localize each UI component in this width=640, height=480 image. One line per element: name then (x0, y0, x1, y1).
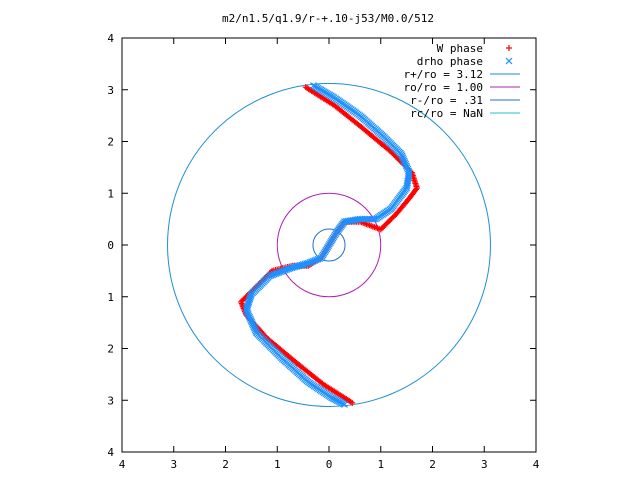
x-tick-label: 1 (274, 458, 281, 471)
x-tick-label: 2 (429, 458, 436, 471)
legend-label: r-/ro = .31 (410, 94, 483, 107)
y-tick-label: 1 (107, 291, 114, 304)
x-tick-label: 4 (119, 458, 126, 471)
y-tick-label: 2 (107, 343, 114, 356)
legend-label: r+/ro = 3.12 (404, 68, 483, 81)
data-series (238, 82, 420, 408)
x-tick-label: 2 (222, 458, 229, 471)
y-tick-label: 3 (107, 394, 114, 407)
chart-title: m2/n1.5/q1.9/r-+.10-j53/M0.0/512 (222, 12, 434, 25)
x-tick-label: 4 (533, 458, 540, 471)
x-tick-label: 0 (326, 458, 333, 471)
y-tick-label: 0 (107, 239, 114, 252)
x-tick-label: 1 (377, 458, 384, 471)
y-tick-label: 2 (107, 136, 114, 149)
y-tick-label: 3 (107, 84, 114, 97)
legend-label: W phase (437, 42, 483, 55)
legend-marker (506, 45, 512, 51)
legend-label: rc/ro = NaN (410, 107, 483, 120)
legend-label: ro/ro = 1.00 (404, 81, 483, 94)
data-point (349, 399, 356, 406)
data-point (341, 400, 348, 408)
reference-circle (276, 192, 382, 298)
reference-circle (312, 228, 346, 262)
legend-label: drho phase (417, 55, 483, 68)
x-tick-label: 3 (170, 458, 177, 471)
reference-circle (167, 83, 491, 407)
reference-circles (167, 83, 491, 407)
y-tick-label: 1 (107, 187, 114, 200)
y-tick-label: 4 (107, 32, 114, 45)
x-tick-label: 3 (481, 458, 488, 471)
legend-marker (505, 57, 513, 65)
y-tick-label: 4 (107, 446, 114, 459)
